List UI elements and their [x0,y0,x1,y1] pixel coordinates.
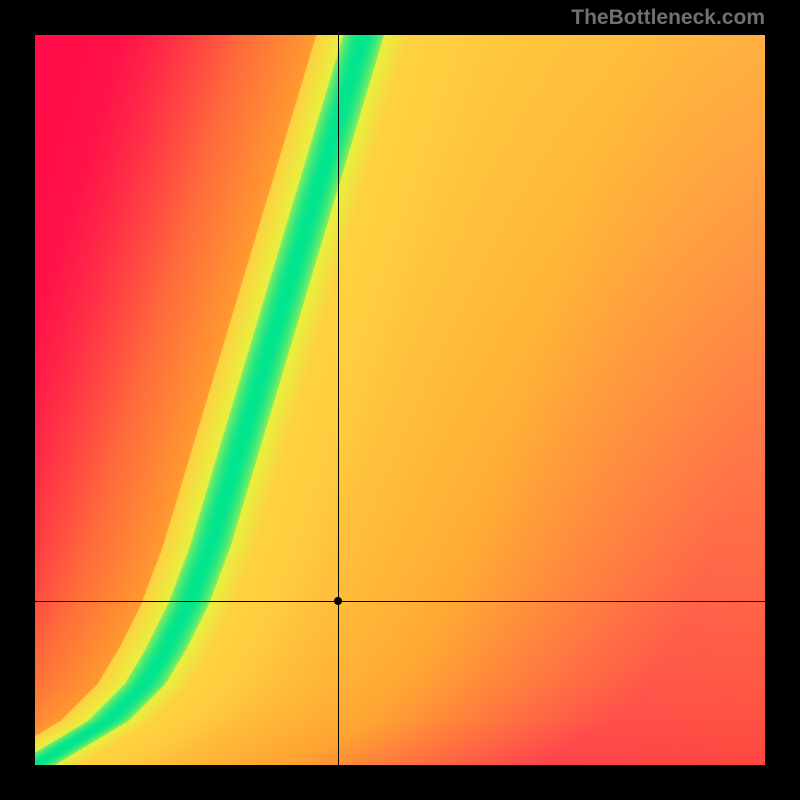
plot-area [35,35,765,765]
crosshair-vertical [338,35,339,765]
heatmap-canvas [35,35,765,765]
watermark-text: TheBottleneck.com [571,6,765,30]
crosshair-horizontal [35,601,765,602]
crosshair-marker [334,597,342,605]
